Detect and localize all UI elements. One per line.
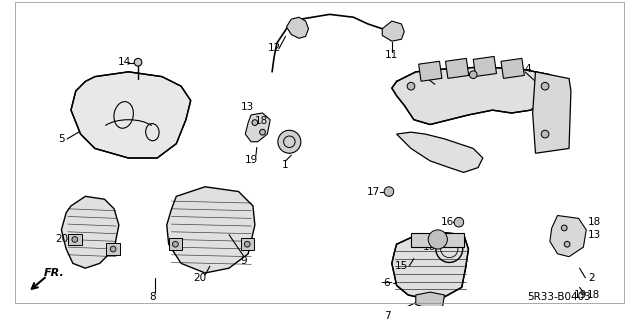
Polygon shape: [550, 216, 586, 257]
Text: 17: 17: [367, 187, 380, 197]
Bar: [419, 61, 442, 81]
Text: 10: 10: [422, 242, 436, 252]
Circle shape: [561, 225, 567, 231]
Text: 18: 18: [586, 290, 600, 300]
Bar: [473, 56, 497, 77]
Circle shape: [541, 82, 549, 90]
Text: 12: 12: [268, 43, 281, 53]
Circle shape: [469, 71, 477, 78]
Polygon shape: [397, 132, 483, 172]
Bar: [445, 58, 468, 78]
Text: 19: 19: [574, 290, 587, 300]
Text: 9: 9: [240, 256, 246, 265]
Circle shape: [244, 241, 250, 247]
Circle shape: [72, 237, 77, 242]
Text: 11: 11: [385, 49, 399, 60]
Bar: [411, 233, 463, 247]
Text: 1: 1: [282, 160, 289, 170]
Text: 20: 20: [55, 234, 68, 244]
Text: 19: 19: [244, 155, 258, 165]
Text: 5: 5: [58, 134, 65, 144]
Circle shape: [384, 187, 394, 196]
Text: 2: 2: [588, 273, 595, 283]
Bar: [68, 234, 81, 245]
Circle shape: [134, 58, 142, 66]
Circle shape: [260, 129, 266, 135]
Bar: [241, 239, 254, 250]
Circle shape: [564, 241, 570, 247]
Polygon shape: [245, 113, 270, 142]
Polygon shape: [167, 187, 255, 273]
Circle shape: [252, 120, 258, 125]
Text: 20: 20: [194, 273, 207, 283]
Circle shape: [541, 130, 549, 138]
Text: 18: 18: [255, 116, 268, 126]
Polygon shape: [532, 72, 571, 153]
Bar: [501, 58, 524, 78]
Circle shape: [407, 82, 415, 90]
Text: 14: 14: [118, 57, 131, 67]
Text: 15: 15: [395, 261, 408, 271]
Circle shape: [110, 246, 116, 252]
Text: 6: 6: [384, 278, 390, 287]
Polygon shape: [61, 196, 119, 268]
Polygon shape: [416, 292, 445, 308]
Text: 7: 7: [384, 311, 390, 319]
Polygon shape: [382, 21, 404, 41]
Polygon shape: [71, 72, 191, 158]
Text: FR.: FR.: [44, 268, 64, 278]
Text: 4: 4: [525, 64, 531, 74]
Circle shape: [428, 230, 447, 249]
Bar: [169, 239, 182, 250]
Circle shape: [278, 130, 301, 153]
Text: 5R33-B0403: 5R33-B0403: [527, 292, 591, 302]
Polygon shape: [392, 67, 555, 124]
Text: 13: 13: [588, 230, 602, 240]
Text: 16: 16: [441, 217, 454, 227]
Text: 3: 3: [419, 72, 426, 82]
Circle shape: [173, 241, 179, 247]
Polygon shape: [287, 17, 308, 38]
Text: 18: 18: [588, 217, 602, 227]
Bar: [106, 243, 120, 255]
Text: 8: 8: [149, 292, 156, 302]
Text: 13: 13: [241, 102, 254, 112]
Circle shape: [454, 218, 463, 227]
Polygon shape: [392, 233, 468, 299]
